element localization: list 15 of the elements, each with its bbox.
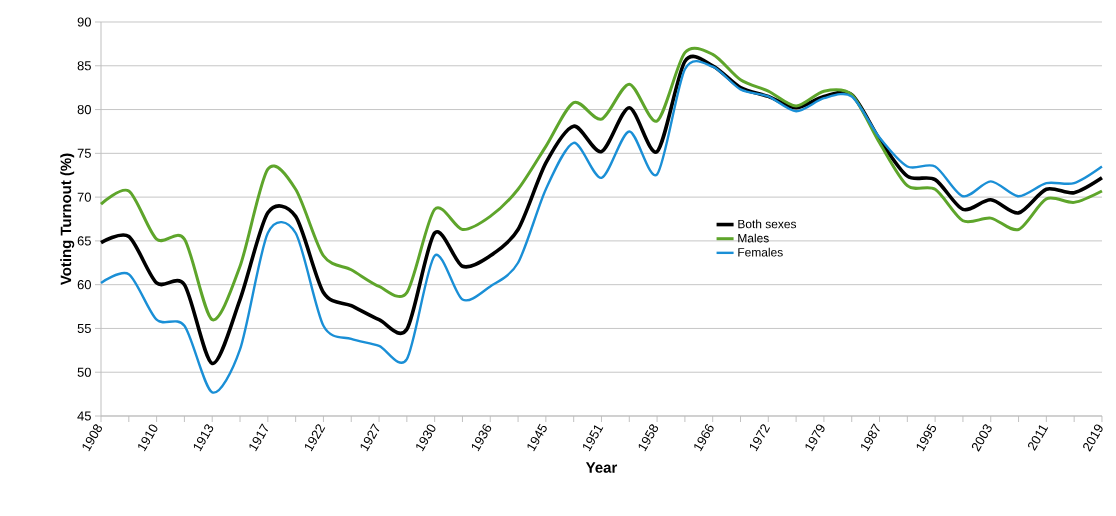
y-tick-label: 50 [77, 367, 91, 377]
y-tick-label: 90 [77, 17, 91, 27]
legend-label: Both sexes [738, 219, 797, 229]
y-tick-label: 65 [77, 236, 91, 246]
y-tick-label: 75 [77, 148, 91, 158]
y-tick-label: 85 [77, 61, 91, 71]
x-axis-title: Year [585, 462, 618, 473]
y-axis-title: Voting Turnout (%) [60, 153, 75, 286]
legend-label: Females [738, 247, 783, 257]
y-tick-label: 80 [77, 104, 91, 115]
y-tick-label: 55 [77, 323, 91, 333]
legend-label: Males [738, 233, 769, 243]
y-tick-label: 70 [77, 192, 91, 202]
y-tick-label: 45 [77, 411, 91, 421]
y-tick-label: 60 [77, 280, 91, 290]
